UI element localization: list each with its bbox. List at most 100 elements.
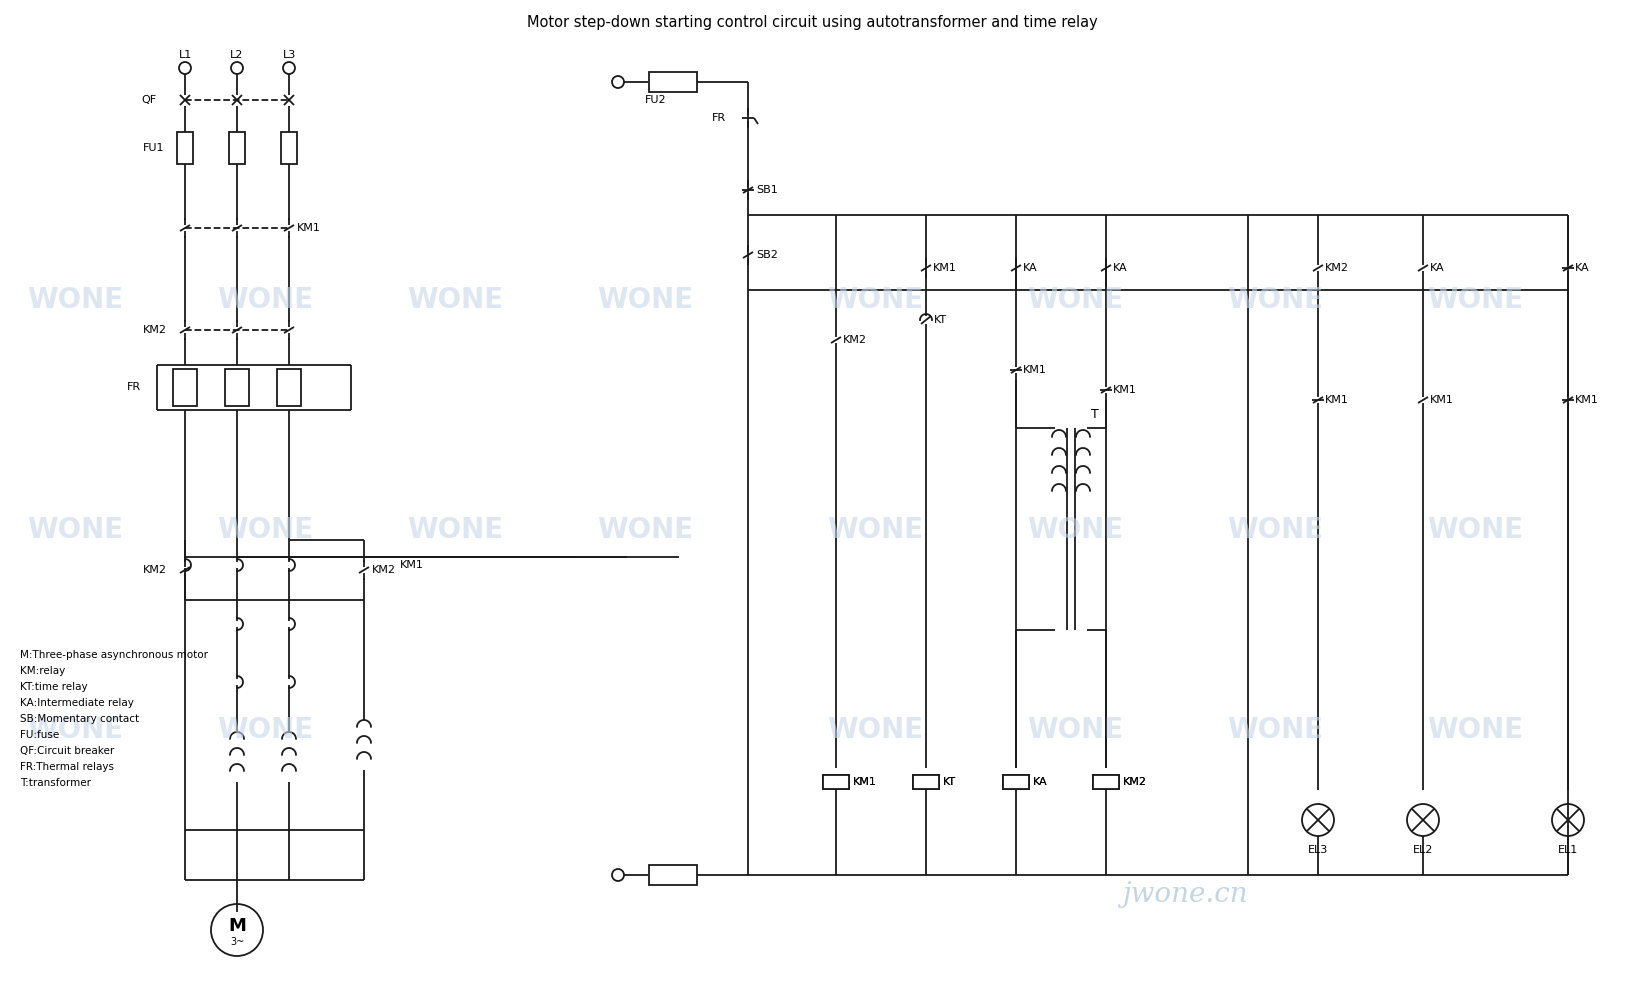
Text: KM2: KM2 [143,565,167,575]
Bar [913,775,939,789]
Text: KM1: KM1 [933,263,957,273]
Text: EL2: EL2 [1412,845,1433,855]
Text: KA: KA [1024,263,1038,273]
Text: KM1: KM1 [853,777,878,787]
Text: KM1: KM1 [1024,365,1046,375]
Text: FR:Thermal relays: FR:Thermal relays [20,762,114,772]
Text: KM:relay: KM:relay [20,666,65,676]
Text: QF: QF [141,95,158,105]
Text: 3~: 3~ [229,937,244,947]
Text: jwone.cn: jwone.cn [1123,882,1248,909]
Text: WONE: WONE [1427,516,1523,544]
Text: WONE: WONE [1027,516,1123,544]
Bar [822,775,848,789]
Text: WONE: WONE [827,286,923,314]
Text: T:transformer: T:transformer [20,778,91,788]
Bar [822,775,848,789]
Text: KA: KA [1034,777,1048,787]
Text: T: T [1090,409,1098,421]
Text: WONE: WONE [218,516,314,544]
Text: FU:fuse: FU:fuse [20,730,58,740]
Text: KA: KA [1034,777,1048,787]
Text: WONE: WONE [218,286,314,314]
Bar [648,72,697,92]
Bar [913,775,939,789]
Circle shape [283,62,296,74]
Text: WONE: WONE [28,516,124,544]
Text: KM1: KM1 [1113,385,1137,395]
Text: KM2: KM2 [372,565,396,575]
Bar [172,369,197,406]
Bar [648,865,697,885]
Text: WONE: WONE [827,516,923,544]
Bar [1003,775,1029,789]
Text: WONE: WONE [596,286,692,314]
Circle shape [1552,804,1584,836]
Text: WONE: WONE [218,716,314,744]
Circle shape [613,76,624,88]
Text: WONE: WONE [1027,286,1123,314]
Text: KA: KA [1575,263,1589,273]
Text: L3: L3 [283,50,296,60]
Bar [229,132,245,164]
Text: FR: FR [127,382,141,392]
Text: KT: KT [934,315,947,325]
Text: WONE: WONE [406,516,504,544]
Text: FU1: FU1 [143,143,164,153]
Text: WONE: WONE [28,286,124,314]
Text: EL3: EL3 [1308,845,1328,855]
Text: KM2: KM2 [1123,777,1147,787]
Bar [276,369,301,406]
Text: SB2: SB2 [756,250,778,260]
Text: KM1: KM1 [1324,395,1349,405]
Text: SB1: SB1 [756,185,778,195]
Text: KA: KA [1113,263,1128,273]
Text: KA: KA [1430,263,1445,273]
Text: KT: KT [942,777,955,787]
Circle shape [211,904,263,956]
Text: Motor step-down starting control circuit using autotransformer and time relay: Motor step-down starting control circuit… [526,15,1097,30]
Bar [1094,775,1120,789]
Circle shape [231,62,244,74]
Text: KM1: KM1 [1575,395,1599,405]
Text: KM2: KM2 [843,335,868,345]
Text: WONE: WONE [1427,716,1523,744]
Text: KM2: KM2 [1123,777,1147,787]
Bar [281,132,297,164]
Circle shape [1302,804,1334,836]
Circle shape [613,869,624,881]
Circle shape [1407,804,1440,836]
Text: KM1: KM1 [400,560,424,570]
Text: M: M [228,917,245,935]
Text: WONE: WONE [1427,286,1523,314]
Text: KA:Intermediate relay: KA:Intermediate relay [20,698,133,708]
Text: FR: FR [712,113,726,123]
Bar [224,369,249,406]
Text: QF:Circuit breaker: QF:Circuit breaker [20,746,114,756]
Text: WONE: WONE [28,716,124,744]
Text: WONE: WONE [1227,286,1323,314]
Text: KM2: KM2 [1324,263,1349,273]
Text: L2: L2 [231,50,244,60]
Text: KM1: KM1 [1430,395,1454,405]
Text: WONE: WONE [827,716,923,744]
Bar [1094,775,1120,789]
Text: EL1: EL1 [1558,845,1578,855]
Text: L1: L1 [179,50,192,60]
Text: SB:Momentary contact: SB:Momentary contact [20,714,140,724]
Text: WONE: WONE [1227,516,1323,544]
Text: KM1: KM1 [297,223,320,233]
Text: WONE: WONE [1227,716,1323,744]
Text: FU2: FU2 [645,95,666,105]
Text: KM2: KM2 [143,325,167,335]
Bar [1003,775,1029,789]
Text: KT:time relay: KT:time relay [20,682,88,692]
Text: WONE: WONE [596,516,692,544]
Text: KT: KT [942,777,955,787]
Text: WONE: WONE [1027,716,1123,744]
Text: M:Three-phase asynchronous motor: M:Three-phase asynchronous motor [20,650,208,660]
Circle shape [179,62,192,74]
Text: WONE: WONE [406,286,504,314]
Text: KM1: KM1 [853,777,878,787]
Bar [177,132,193,164]
